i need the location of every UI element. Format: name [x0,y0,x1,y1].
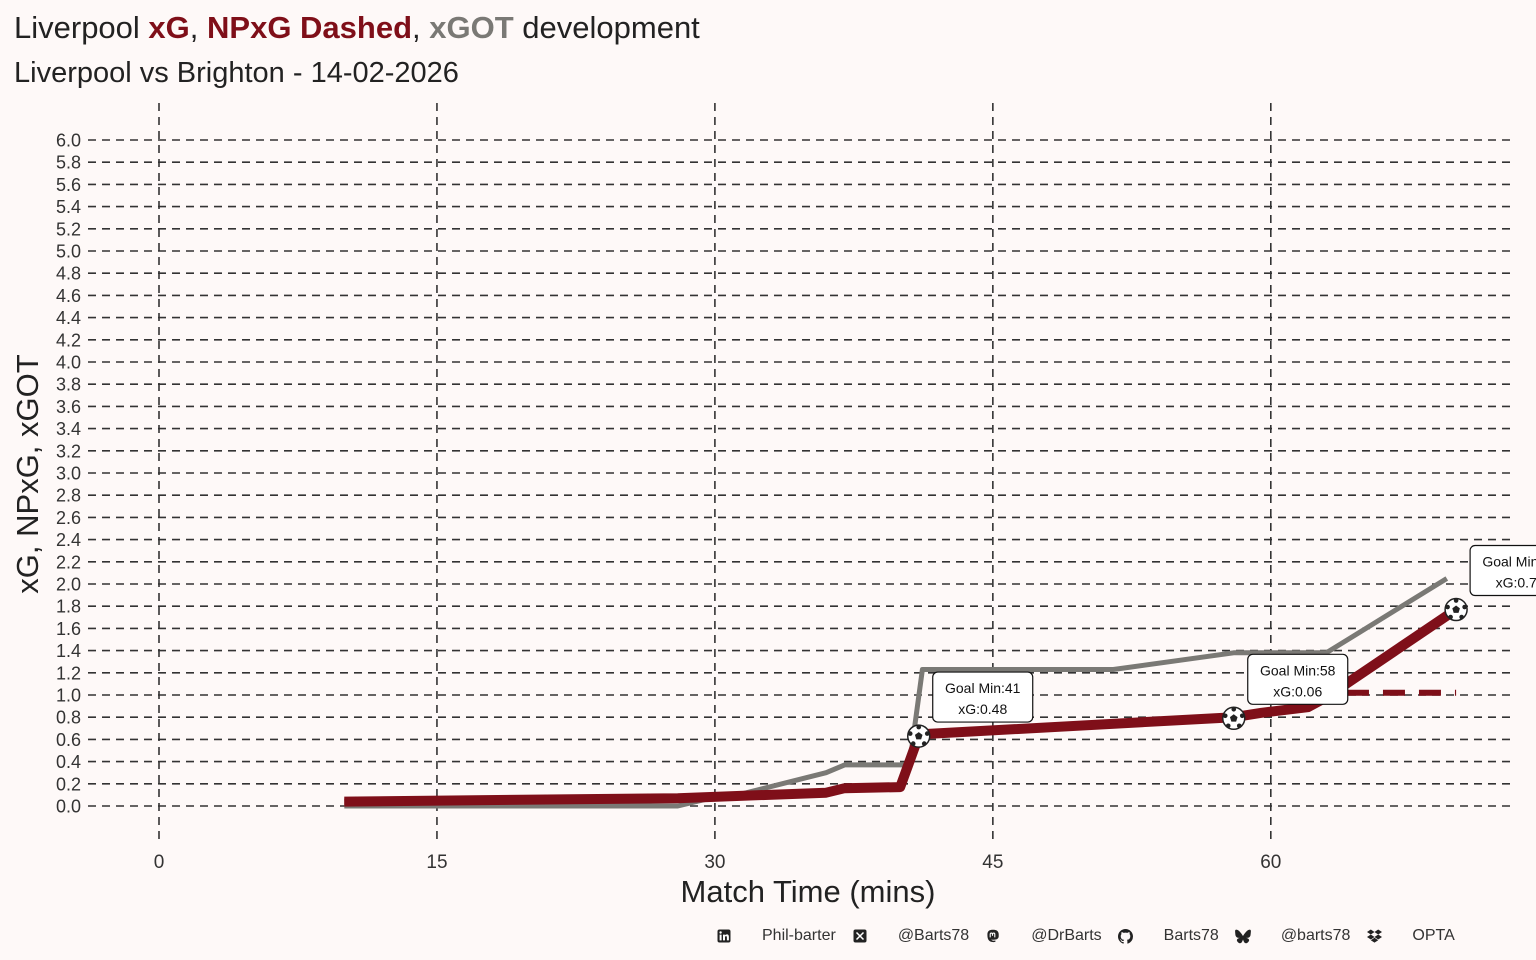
ball-patch [921,741,927,746]
ball-patch [1452,605,1460,613]
y-tick-label: 2.6 [56,508,81,528]
github-icon [1118,928,1134,944]
footer-credit-text: OPTA [1412,927,1455,944]
goal-label-2: Goal Min:58 xG:0.06 [1247,653,1349,705]
y-tick-label: 4.4 [56,308,81,328]
y-axis-ticks: 0.00.20.40.60.81.01.21.41.61.82.02.22.42… [56,131,81,817]
y-tick-label: 0.8 [56,708,81,728]
xg-timeline-chart: 0.00.20.40.60.81.01.21.41.61.82.02.22.42… [10,103,1536,909]
title-xgot: xGOT [429,10,514,45]
x-tick-label: 30 [704,852,725,873]
ball-patch [1229,714,1238,722]
ball-patch [1448,614,1453,620]
goal-label-box [1247,653,1349,705]
y-tick-label: 1.8 [56,597,81,617]
ball-patch [1239,713,1245,719]
ball-patch [1236,723,1242,729]
x-tick-label: 60 [1260,852,1281,873]
ball-patch [1453,598,1459,603]
ball-patch [1462,604,1467,610]
y-tick-label: 0.4 [56,752,81,772]
y-tick-label: 3.6 [56,397,81,417]
ball-patch [916,724,922,730]
y-tick-label: 2.2 [56,552,81,572]
ball-patch [1225,723,1231,729]
ball-patch [1459,614,1464,620]
footer-credit-text: @barts78 [1280,927,1351,944]
goal-label-xg: xG:0.48 [958,701,1007,717]
y-tick-label: 1.4 [56,641,81,661]
footer-credit-text: Barts78 [1163,927,1219,944]
title-sep-1: , [189,10,208,45]
chart-subtitle: Liverpool vs Brighton - 14-02-2026 [14,57,459,89]
goal-label-minute: Goal Min:70 [1482,554,1536,570]
credits-footer: Phil-barter @Barts78 @DrBarts Barts78 @barts… [716,924,1455,948]
x-axis-label: Match Time (mins) [681,874,936,909]
y-tick-label: 0.0 [56,797,81,817]
ball-patch [907,731,913,736]
goal-label-1: Goal Min:41 xG:0.48 [932,671,1034,723]
y-tick-label: 0.2 [56,774,81,794]
title-suffix: development [513,10,700,45]
goal-label-minute: Goal Min:58 [1260,662,1336,678]
goal-label-box [1469,544,1536,597]
ball-patch [910,741,916,746]
goal-label-xg: xG:0.06 [1273,683,1322,699]
goal-label-3: Goal Min:70 xG:0.79 [1469,544,1536,597]
y-tick-label: 1.0 [56,686,81,706]
dropbox-icon [1366,928,1382,944]
chart-title: Liverpool xG, NPxG Dashed, xGOT developm… [14,10,700,46]
bluesky-icon [1234,928,1251,944]
ball-patch [1231,707,1237,712]
y-tick-label: 6.0 [56,131,81,151]
goal-label-minute: Goal Min:41 [945,680,1021,696]
y-tick-label: 2.4 [56,530,81,550]
y-tick-label: 5.8 [56,153,81,173]
y-tick-label: 4.2 [56,330,81,350]
title-xg: xG [148,10,190,45]
soccer-ball-icon [1444,597,1468,622]
y-tick-label: 4.6 [56,286,81,306]
x-tick-label: 0 [154,852,165,873]
goal-label-box [932,671,1034,723]
title-sep-2: , [412,10,430,45]
y-tick-label: 5.2 [56,219,81,239]
y-tick-label: 5.0 [56,242,81,262]
y-tick-label: 1.6 [56,619,81,639]
x-tick-label: 15 [426,852,447,873]
y-tick-label: 3.8 [56,375,81,395]
series-line-xg [344,605,1459,807]
x-twitter-icon [852,928,868,944]
y-tick-label: 4.8 [56,264,81,284]
title-prefix: Liverpool [14,10,149,45]
y-tick-label: 3.0 [56,464,81,484]
y-tick-label: 5.4 [56,197,81,217]
y-tick-label: 0.6 [56,730,81,750]
ball-patch [1222,713,1228,719]
x-axis-ticks: 0 15 30 45 60 [154,852,1282,873]
y-tick-label: 1.2 [56,663,81,683]
y-tick-label: 4.0 [56,353,81,373]
soccer-ball-icon [906,724,931,748]
grid-lines [88,103,1510,843]
ball-patch [914,732,923,740]
linkedin-icon [716,928,732,944]
y-tick-label: 5.6 [56,175,81,195]
mastodon-icon [985,928,1001,944]
y-tick-label: 3.2 [56,441,81,461]
footer-credit-text: @DrBarts [1031,927,1102,944]
footer-credit-text: Phil-barter [762,927,836,944]
y-tick-label: 2.8 [56,486,81,506]
ball-patch [1445,604,1450,610]
y-axis-label: xG, NPxG, xGOT [10,354,45,593]
footer-credit-text: @Barts78 [897,927,970,944]
y-tick-label: 3.4 [56,419,81,439]
soccer-ball-icon [1221,706,1246,731]
title-npxg: NPxG Dashed [207,10,413,45]
goal-label-xg: xG:0.79 [1496,575,1536,591]
y-tick-label: 2.0 [56,575,81,595]
x-tick-label: 45 [982,852,1003,873]
ball-patch [924,731,930,736]
